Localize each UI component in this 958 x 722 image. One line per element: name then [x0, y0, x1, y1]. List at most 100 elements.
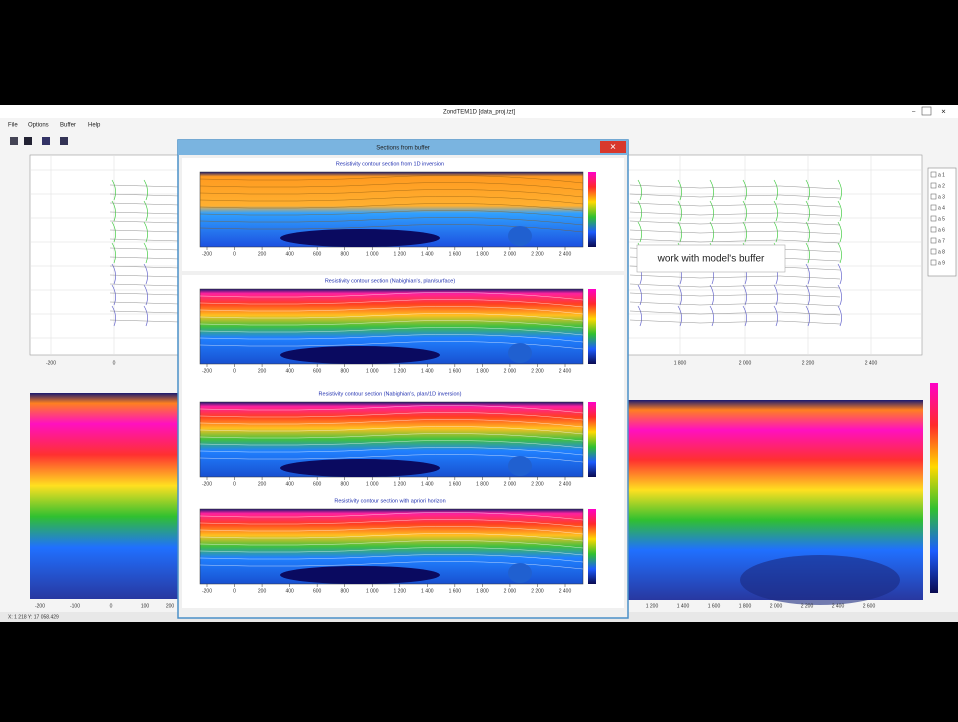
panel-colorbar [588, 172, 596, 247]
x-tick-label: 2 400 [559, 588, 572, 594]
toolbar-save[interactable] [24, 137, 32, 145]
legend-checkbox[interactable] [931, 194, 936, 199]
x-tick-label: 400 [285, 368, 294, 374]
legend-checkbox[interactable] [931, 227, 936, 232]
section-left [30, 393, 180, 599]
dialog-panels: Resistivity contour section from 1D inve… [182, 158, 624, 608]
x-tick-label: 1 800 [476, 368, 489, 374]
x-tick-label: 2 000 [739, 360, 752, 366]
x-tick-label: 1 600 [449, 481, 462, 487]
x-tick-label: 2 600 [863, 603, 876, 609]
x-tick-label: 2 200 [801, 603, 814, 609]
legend-checkbox[interactable] [931, 172, 936, 177]
x-tick-label: -200 [202, 481, 212, 487]
toolbar-settings[interactable] [60, 137, 68, 145]
menu-item[interactable]: File [8, 123, 18, 129]
x-tick-label: -200 [202, 368, 212, 374]
x-tick-label: 1 400 [421, 588, 434, 594]
x-tick-label: 2 400 [559, 481, 572, 487]
x-tick-label: 1 000 [366, 588, 379, 594]
menu-item[interactable]: Options [28, 123, 49, 129]
contour-anomaly [280, 346, 440, 364]
x-tick-label: 200 [258, 588, 267, 594]
x-tick-label: 2 400 [865, 360, 878, 366]
section-anomaly [740, 555, 900, 605]
x-tick-label: 600 [313, 251, 322, 257]
panel-colorbar [588, 509, 596, 584]
x-tick-label: 1 000 [366, 251, 379, 257]
x-tick-label: 2 200 [802, 360, 815, 366]
x-tick-label: 1 800 [674, 360, 687, 366]
x-tick-label: 1 400 [677, 603, 690, 609]
panel-colorbar [588, 289, 596, 364]
contour-anomaly [508, 563, 532, 583]
panel-title: Resistivity contour section (Nabighian's… [325, 278, 456, 284]
x-tick-label: -200 [35, 603, 45, 609]
x-tick-label: 1 600 [449, 368, 462, 374]
status-text: X: 1 218 Y: 17 058.429 [8, 614, 59, 620]
x-tick-label: 400 [285, 251, 294, 257]
x-tick-label: 1 800 [739, 603, 752, 609]
legend-checkbox[interactable] [931, 205, 936, 210]
legend-entry: a 3 [938, 194, 945, 200]
x-tick-label: -100 [70, 603, 80, 609]
letterbox-bottom [0, 622, 958, 722]
legend-checkbox[interactable] [931, 260, 936, 265]
contour-anomaly [280, 459, 440, 477]
x-tick-label: 1 200 [394, 251, 407, 257]
x-tick-label: 1 400 [421, 368, 434, 374]
x-tick-label: 1 000 [366, 368, 379, 374]
x-tick-label: 1 800 [476, 588, 489, 594]
x-tick-label: 0 [233, 588, 236, 594]
toolbar-tool[interactable] [42, 137, 50, 145]
dialog-title: Sections from buffer [376, 146, 430, 152]
legend-checkbox[interactable] [931, 216, 936, 221]
menu-item[interactable]: Help [88, 123, 101, 129]
contour-anomaly [508, 343, 532, 363]
x-tick-label: 1 800 [476, 251, 489, 257]
legend-checkbox[interactable] [931, 238, 936, 243]
x-tick-label: -200 [46, 360, 56, 366]
x-tick-label: 600 [313, 588, 322, 594]
x-tick-label: 1 200 [646, 603, 659, 609]
contour-anomaly [508, 226, 532, 246]
menu-item[interactable]: Buffer [60, 123, 76, 129]
x-tick-label: 200 [258, 251, 267, 257]
x-tick-label: 0 [113, 360, 116, 366]
x-tick-label: 800 [341, 251, 350, 257]
legend-entry: a 4 [938, 205, 945, 211]
x-tick-label: 1 200 [394, 368, 407, 374]
x-tick-label: 600 [313, 368, 322, 374]
legend-entry: a 9 [938, 260, 945, 266]
x-tick-label: 0 [233, 481, 236, 487]
window-title: ZondTEM1D [data_proj.tzt] [443, 110, 515, 116]
legend-checkbox[interactable] [931, 183, 936, 188]
x-tick-label: 400 [285, 481, 294, 487]
panel-title: Resistivity contour section from 1D inve… [336, 161, 444, 167]
x-tick-label: 200 [258, 368, 267, 374]
x-tick-label: 2 000 [504, 368, 517, 374]
page: { "window": {"title": "ZondTEM1D [data_p… [0, 0, 958, 722]
x-tick-label: 2 000 [770, 603, 783, 609]
dialog-close-icon[interactable]: ✕ [610, 143, 617, 152]
legend-checkbox[interactable] [931, 249, 936, 254]
callout-text: work with model's buffer [657, 254, 765, 265]
x-tick-label: 100 [141, 603, 150, 609]
contour-anomaly [508, 456, 532, 476]
x-tick-label: 1 400 [421, 251, 434, 257]
x-tick-label: 2 000 [504, 481, 517, 487]
x-tick-label: 2 000 [504, 251, 517, 257]
x-tick-label: 2 200 [531, 368, 544, 374]
x-tick-label: 1 600 [708, 603, 721, 609]
toolbar-open[interactable] [10, 137, 18, 145]
x-tick-label: 2 000 [504, 588, 517, 594]
x-tick-label: 2 400 [559, 251, 572, 257]
panel-colorbar [588, 402, 596, 477]
legend-entry: a 6 [938, 227, 945, 233]
letterbox-top [0, 0, 958, 105]
close-button[interactable]: ✕ [941, 110, 946, 116]
x-tick-label: 2 200 [531, 588, 544, 594]
x-tick-label: 400 [285, 588, 294, 594]
x-tick-label: 800 [341, 368, 350, 374]
x-tick-label: 2 200 [531, 481, 544, 487]
